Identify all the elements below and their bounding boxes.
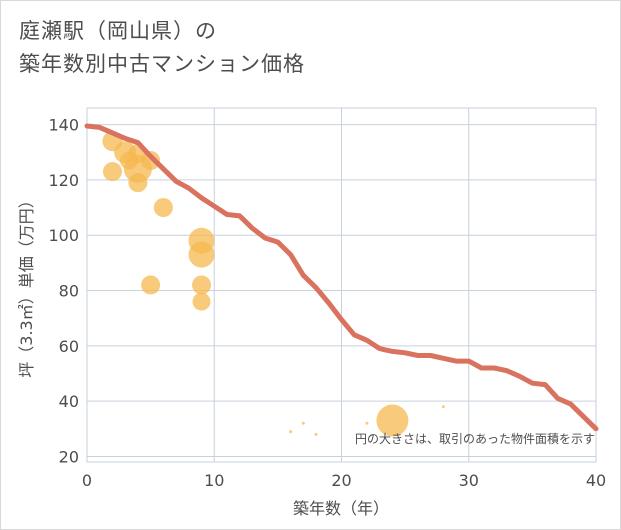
bubble-point [441,405,445,409]
x-tick-label: 20 [331,471,351,490]
bubble-point [128,173,148,193]
x-tick-label: 40 [586,471,606,490]
bubble-point [141,275,161,295]
x-tick-label: 0 [82,471,92,490]
bubble-point [365,421,369,425]
y-tick-label: 20 [59,447,79,466]
y-tick-label: 80 [59,282,79,301]
chart-title-line1: 庭瀬駅（岡山県）の [19,19,217,43]
bubble-point [141,151,161,171]
y-tick-label: 100 [48,226,79,245]
y-axis-label: 坪（3.3㎡）単価（万円） [17,192,36,377]
y-tick-label: 40 [59,392,79,411]
y-tick-label: 140 [48,116,79,135]
bubble-size-note: 円の大きさは、取引のあった物件面積を示す [355,431,595,446]
x-axis-ticks: 0 10 20 30 40 [82,471,606,490]
bubble-point [289,430,293,434]
y-axis-ticks: 20 40 60 80 100 120 140 [48,116,79,467]
bubble-point [192,292,211,311]
bubble-point [102,162,122,182]
bubble-point [192,275,212,295]
x-tick-label: 30 [459,471,479,490]
bubble-point [153,198,173,218]
bubble-series [102,131,445,437]
bubble-point [376,404,409,437]
x-tick-label: 10 [204,471,224,490]
x-axis-label: 築年数（年） [293,499,389,518]
average-line-series [84,123,599,432]
bubble-point [314,432,318,436]
grid-lines [86,107,597,463]
bubble-point [301,421,305,425]
bubble-point [188,241,215,268]
average-price-line [84,123,599,432]
y-tick-label: 120 [48,171,79,190]
y-tick-label: 60 [59,337,79,356]
chart-title: 庭瀬駅（岡山県）の 築年数別中古マンション価格 [19,15,305,81]
plot-border [86,107,597,463]
chart-title-line2: 築年数別中古マンション価格 [19,52,305,76]
